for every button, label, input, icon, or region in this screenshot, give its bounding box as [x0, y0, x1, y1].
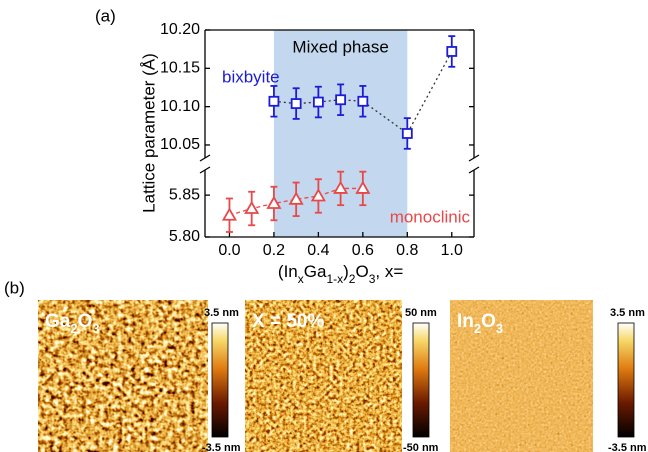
marker	[312, 96, 324, 108]
text-part: 2	[349, 272, 356, 286]
series-label: monoclinic	[390, 207, 471, 226]
y-tick-label: 10.10	[160, 98, 200, 115]
x-tick-label: 0.0	[218, 242, 240, 259]
y-tick-label: 10.05	[160, 136, 200, 153]
colorbar-min: -3.5 nm	[608, 442, 647, 452]
image-label: In2O3	[457, 311, 503, 336]
y-axis-label: Lattice parameter (Å)	[139, 53, 158, 213]
text-part: O	[355, 262, 368, 281]
colorbar-max: 3.5 nm	[204, 307, 239, 319]
x-tick-label: 0.2	[263, 242, 285, 259]
y-tick-label: 10.15	[160, 60, 200, 77]
text-part: 3	[92, 321, 99, 336]
marker	[333, 180, 349, 194]
axis-break	[199, 166, 211, 174]
x-tick-label: 0.4	[307, 242, 329, 259]
afm-image	[245, 300, 402, 452]
text-part: 2	[70, 321, 77, 336]
text-part: x	[298, 272, 304, 286]
text-part: 1-x	[326, 272, 343, 286]
panel-label: (a)	[95, 6, 116, 25]
marker	[335, 94, 347, 106]
series-label: bixbyite	[222, 67, 280, 86]
text-part: 3	[496, 321, 503, 336]
marker	[288, 191, 304, 205]
x-tick-label: 0.8	[396, 242, 418, 259]
y-tick-label: 10.20	[160, 21, 200, 38]
axis-break	[468, 154, 480, 162]
text-part: Ga	[304, 262, 327, 281]
marker	[401, 128, 413, 139]
afm-image	[450, 300, 593, 452]
region-label: Mixed phase	[292, 37, 388, 56]
panel-label: (b)	[4, 278, 25, 297]
marker	[266, 195, 282, 209]
afm-image	[38, 300, 208, 452]
x-tick-label: 1.0	[441, 242, 463, 259]
colorbar-max: 50 nm	[405, 307, 437, 319]
text-part: O	[481, 311, 496, 332]
text-part: Ga	[45, 311, 71, 332]
image-label: X = 50%	[252, 311, 324, 332]
marker	[357, 95, 369, 107]
colorbar	[412, 322, 430, 438]
colorbar-min: -50 nm	[403, 442, 439, 452]
colorbar-min: -3.5 nm	[202, 442, 241, 452]
marker	[290, 98, 302, 109]
text-part: 3	[369, 272, 376, 286]
marker	[244, 200, 260, 214]
marker	[310, 188, 326, 202]
text-part: In	[457, 311, 474, 332]
y-tick-label: 5.85	[169, 186, 200, 203]
text-part: )	[343, 262, 349, 281]
marker	[221, 207, 238, 221]
image-label: Ga2O3	[45, 311, 100, 336]
x-tick-label: 0.6	[352, 242, 374, 259]
axis-break	[199, 154, 211, 162]
colorbar-max: 3.5 nm	[610, 307, 645, 319]
text-part: 2	[474, 321, 481, 336]
text-part: O	[78, 311, 93, 332]
marker	[355, 180, 371, 194]
marker	[446, 46, 458, 57]
colorbar	[211, 322, 229, 438]
x-axis-label: (InxGa1-x)2O3, x=	[278, 262, 403, 286]
axis-break	[468, 166, 480, 174]
text-part: X = 50%	[252, 311, 324, 332]
text-part: (In	[278, 262, 298, 281]
colorbar	[617, 322, 635, 438]
marker	[268, 95, 280, 107]
text-part: , x=	[375, 262, 403, 281]
y-tick-label: 5.80	[169, 228, 200, 245]
